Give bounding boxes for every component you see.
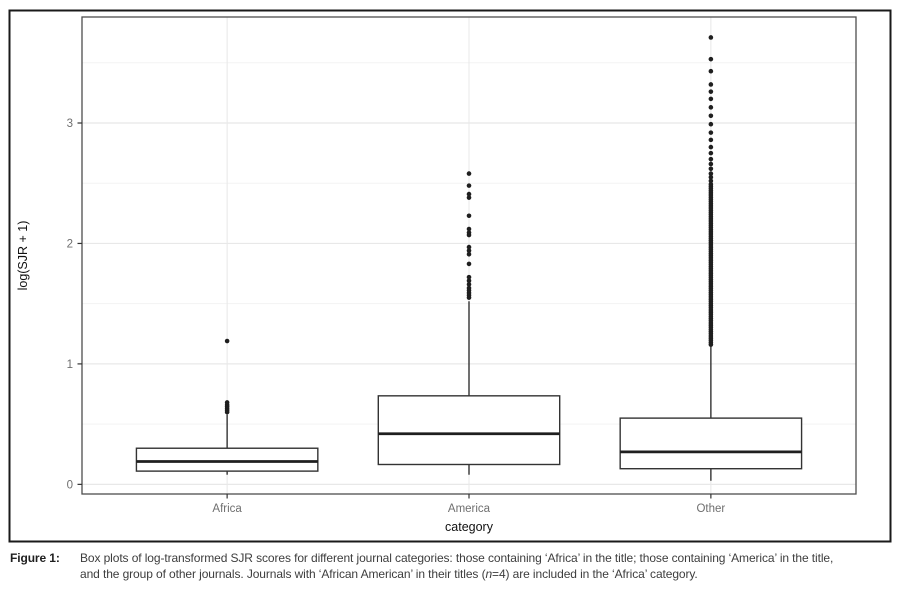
outlier-dot-america xyxy=(466,195,472,200)
outlier-dot-other xyxy=(708,121,714,127)
boxplot-chart: 0 1 2 3 Africa America Other category log(SJR + … xyxy=(8,9,892,543)
caption-line-1: Box plots of log-transformed SJR scores … xyxy=(80,551,834,565)
outlier-dot-other xyxy=(708,144,714,150)
outlier-dot-other xyxy=(708,89,714,94)
outlier-dot-america xyxy=(466,282,472,287)
outlier-dot-america xyxy=(466,261,472,267)
outlier-dot-america xyxy=(466,226,472,232)
outlier-dot-america xyxy=(466,285,472,291)
outlier-dot-america xyxy=(466,171,472,176)
outlier-dot-other xyxy=(708,150,714,156)
outlier-dot-other xyxy=(708,178,714,184)
outlier-dot-other xyxy=(708,171,714,176)
outlier-dot-other xyxy=(708,130,714,135)
outlier-dot-america xyxy=(466,278,472,284)
outlier-dot-other xyxy=(708,113,714,119)
outlier-dot-america xyxy=(466,251,472,257)
figure-caption-label: Figure 1: xyxy=(10,551,60,565)
y-tick-label: 2 xyxy=(67,238,73,250)
outlier-dot-africa xyxy=(224,338,230,344)
outlier-dot-other xyxy=(708,174,714,180)
caption-n-italic: n xyxy=(485,567,493,581)
x-tick-label-africa: Africa xyxy=(212,503,242,515)
figure-caption: Figure 1: Box plots of log-transformed S… xyxy=(10,550,892,582)
caption-line-2: and the group of other journals. Journal… xyxy=(80,566,892,582)
x-tick-label-america: America xyxy=(448,503,491,515)
outlier-dot-other xyxy=(708,105,714,110)
outlier-dot-other xyxy=(708,82,714,87)
outlier-dot-other xyxy=(708,137,714,143)
y-tick-label: 1 xyxy=(67,359,73,371)
outlier-dot-other xyxy=(708,96,714,102)
y-tick-label: 0 xyxy=(67,479,73,491)
x-axis-title: category xyxy=(445,520,494,534)
outlier-dot-america xyxy=(466,248,472,253)
boxplot-svg: 0 1 2 3 Africa America Other category log(SJR + … xyxy=(8,9,892,543)
outlier-dot-other xyxy=(708,68,714,74)
outlier-dot-america xyxy=(466,191,472,197)
box-africa xyxy=(135,447,319,472)
outlier-dot-other xyxy=(708,56,714,62)
outlier-dot-other xyxy=(708,156,714,162)
figure-caption-text: Box plots of log-transformed SJR scores … xyxy=(80,550,892,582)
y-tick-label: 3 xyxy=(67,118,73,130)
x-tick-label-other: Other xyxy=(696,503,725,515)
outlier-dot-america xyxy=(466,244,472,250)
outlier-dot-america xyxy=(466,213,472,219)
caption-line-2-post: =4) are included in the ‘Africa’ categor… xyxy=(492,567,698,581)
outlier-dot-other xyxy=(708,35,714,40)
outlier-dot-america xyxy=(466,183,472,188)
caption-line-2-pre: and the group of other journals. Journal… xyxy=(80,567,486,581)
outlier-dot-africa xyxy=(224,400,230,405)
outlier-dot-america xyxy=(466,230,472,235)
outlier-dot-other xyxy=(708,181,714,187)
outlier-dot-america xyxy=(466,274,472,280)
box-other xyxy=(619,417,803,470)
box-america xyxy=(377,395,561,466)
outlier-dot-other xyxy=(708,166,714,172)
y-axis-title: log(SJR + 1) xyxy=(16,221,30,291)
outlier-dot-other xyxy=(708,161,714,167)
